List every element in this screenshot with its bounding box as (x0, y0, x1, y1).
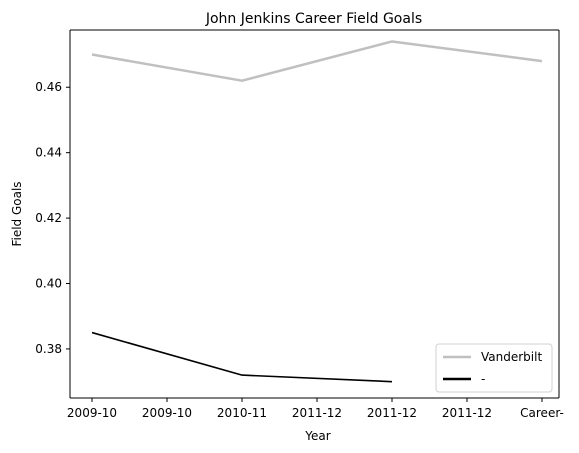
x-tick-label: 2011-12 (367, 406, 417, 420)
x-axis-ticks: 2009-10 2009-10 2010-11 2011-12 2011-12 2011-… (67, 398, 564, 420)
x-tick-label: 2010-11 (217, 406, 267, 420)
series-line-vanderbilt (91, 40, 543, 82)
x-tick-label: 2011-12 (292, 406, 342, 420)
legend-label-vanderbilt: Vanderbilt (481, 350, 542, 364)
y-tick-label: 0.42 (35, 211, 62, 225)
x-tick-label: 2009-10 (142, 406, 192, 420)
y-axis-ticks: 0.38 0.40 0.42 0.44 0.46 (35, 80, 70, 356)
y-axis-label: Field Goals (10, 181, 24, 246)
x-tick-label: 2011-12 (442, 406, 492, 420)
chart-title: John Jenkins Career Field Goals (205, 11, 422, 27)
series-line-dash (91, 331, 393, 383)
y-tick-label: 0.38 (35, 342, 62, 356)
series-layer (91, 40, 543, 383)
x-tick-label: Career- (520, 406, 564, 420)
legend-label-dash: - (481, 372, 485, 386)
x-tick-label: 2009-10 (67, 406, 117, 420)
axes-frame (69, 29, 560, 399)
y-tick-label: 0.46 (35, 80, 62, 94)
y-tick-label: 0.40 (35, 277, 62, 291)
legend: Vanderbilt - (435, 343, 553, 393)
y-tick-label: 0.44 (35, 146, 62, 160)
plot-area (70, 30, 559, 398)
x-axis-label: Year (304, 429, 330, 443)
